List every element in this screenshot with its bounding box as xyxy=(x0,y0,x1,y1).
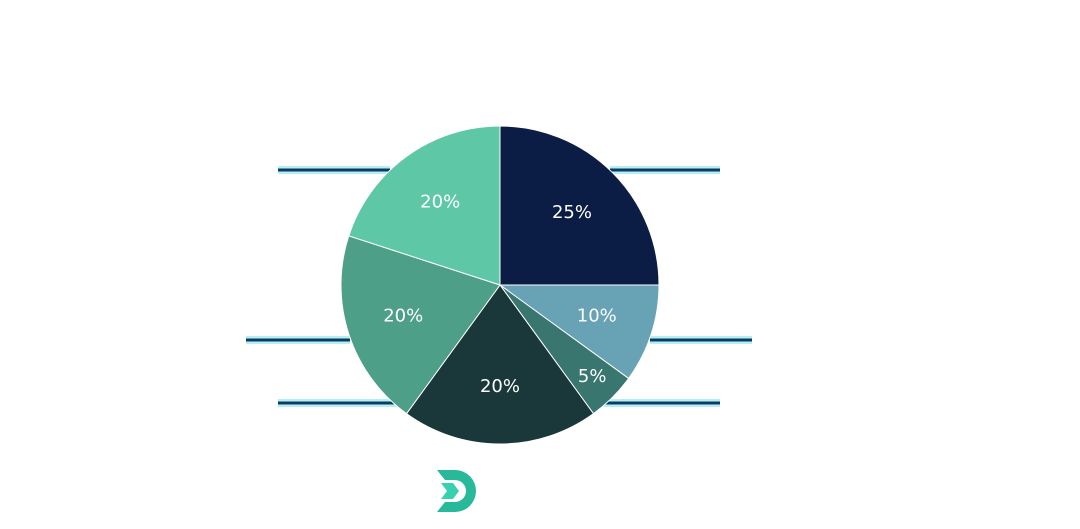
data-label: 20% xyxy=(383,305,423,326)
pie-slice xyxy=(499,125,660,286)
data-label: 5% xyxy=(578,366,607,387)
data-label: 10% xyxy=(577,305,617,326)
data-label: 20% xyxy=(480,376,520,397)
pie-slice xyxy=(348,125,501,286)
pie-slice xyxy=(405,284,595,445)
data-label: 25% xyxy=(552,202,592,223)
pie-slice xyxy=(498,284,660,380)
data-label: 20% xyxy=(420,192,460,213)
pie: 25% 10% 5% 20% 20% 20% xyxy=(340,125,660,445)
pie-slice xyxy=(340,235,501,415)
logo xyxy=(437,470,476,512)
decoration xyxy=(246,166,752,407)
